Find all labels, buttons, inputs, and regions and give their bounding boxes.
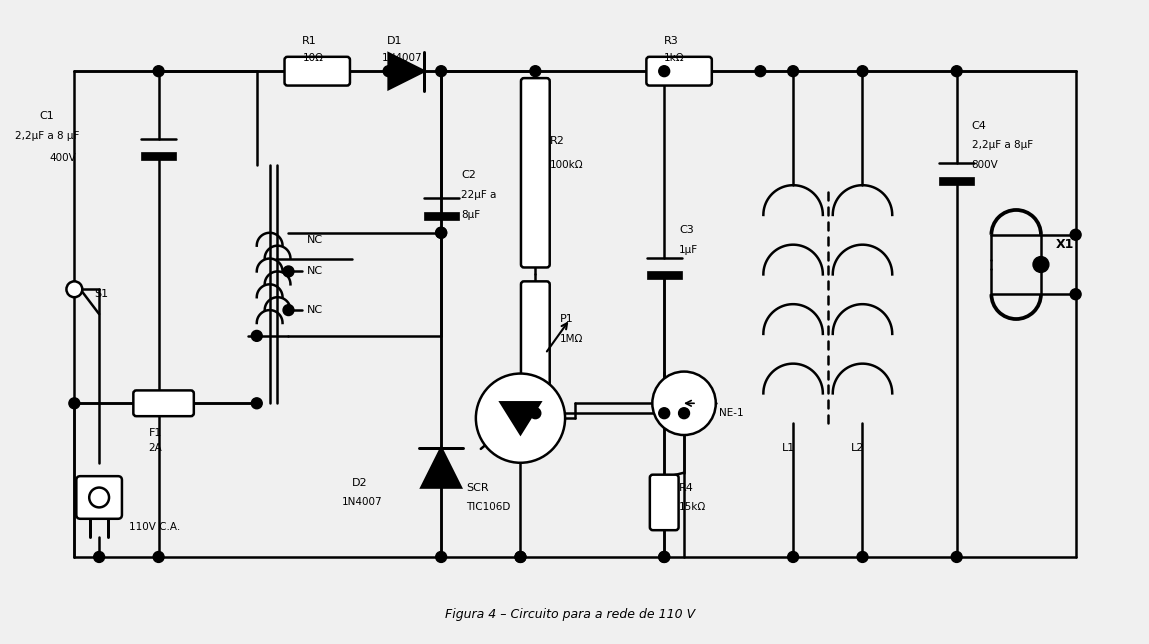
Circle shape — [435, 227, 447, 238]
Text: C2: C2 — [461, 170, 476, 180]
Text: R1: R1 — [302, 37, 317, 46]
Circle shape — [1033, 256, 1049, 272]
Text: C3: C3 — [679, 225, 694, 235]
Circle shape — [69, 398, 79, 409]
FancyBboxPatch shape — [285, 57, 350, 86]
Circle shape — [679, 408, 689, 419]
Text: S1: S1 — [94, 289, 108, 299]
Text: C1: C1 — [40, 111, 54, 121]
Circle shape — [658, 408, 670, 419]
Circle shape — [1070, 229, 1081, 240]
Circle shape — [530, 408, 541, 419]
Circle shape — [435, 551, 447, 562]
Text: 22μF a: 22μF a — [461, 190, 496, 200]
Circle shape — [1070, 289, 1081, 299]
Circle shape — [252, 398, 262, 409]
Text: R4: R4 — [679, 482, 694, 493]
Circle shape — [515, 551, 526, 562]
Text: SCR: SCR — [466, 482, 488, 493]
FancyBboxPatch shape — [520, 78, 549, 267]
Circle shape — [67, 281, 83, 298]
Text: 2,2μF a 8 μF: 2,2μF a 8 μF — [15, 131, 79, 140]
FancyBboxPatch shape — [650, 475, 679, 530]
FancyBboxPatch shape — [520, 281, 549, 406]
Circle shape — [951, 551, 962, 562]
Text: L1: L1 — [781, 443, 795, 453]
Text: NC: NC — [307, 234, 324, 245]
Text: 2,2μF a 8μF: 2,2μF a 8μF — [972, 140, 1033, 151]
FancyBboxPatch shape — [647, 57, 711, 86]
Text: C4: C4 — [972, 120, 987, 131]
Text: D1: D1 — [386, 37, 402, 46]
Text: 15kΩ: 15kΩ — [679, 502, 707, 513]
Text: R2: R2 — [550, 135, 565, 146]
FancyBboxPatch shape — [76, 476, 122, 519]
Text: NE-1: NE-1 — [719, 408, 743, 418]
Text: F1: F1 — [148, 428, 162, 438]
Text: 1N4007: 1N4007 — [342, 497, 383, 507]
Circle shape — [788, 551, 799, 562]
Circle shape — [252, 330, 262, 341]
Circle shape — [476, 374, 565, 463]
Circle shape — [283, 266, 294, 277]
Text: 1MΩ: 1MΩ — [560, 334, 584, 344]
Text: 800V: 800V — [972, 160, 998, 170]
Circle shape — [530, 66, 541, 77]
Circle shape — [283, 305, 294, 316]
Circle shape — [857, 66, 867, 77]
Circle shape — [94, 551, 105, 562]
Text: 1N4007: 1N4007 — [381, 53, 423, 63]
Circle shape — [383, 66, 394, 77]
Polygon shape — [388, 53, 424, 89]
Circle shape — [951, 66, 962, 77]
Text: NC: NC — [307, 267, 324, 276]
Text: P1: P1 — [560, 314, 573, 324]
Text: 1kΩ: 1kΩ — [664, 53, 685, 63]
Polygon shape — [501, 402, 540, 434]
Text: 10Ω: 10Ω — [302, 53, 323, 63]
Circle shape — [653, 372, 716, 435]
Text: 400V: 400V — [49, 153, 76, 164]
Circle shape — [857, 551, 867, 562]
FancyBboxPatch shape — [647, 271, 681, 279]
Text: 110V C.A.: 110V C.A. — [129, 522, 180, 532]
Text: TIC106D: TIC106D — [466, 502, 510, 513]
FancyBboxPatch shape — [940, 177, 974, 185]
Polygon shape — [422, 448, 461, 488]
Circle shape — [90, 488, 109, 507]
Text: 1μF: 1μF — [679, 245, 699, 254]
Text: 2A: 2A — [148, 443, 162, 453]
FancyBboxPatch shape — [424, 212, 458, 220]
Text: 100kΩ: 100kΩ — [550, 160, 584, 170]
Text: D2: D2 — [352, 478, 368, 488]
Circle shape — [658, 551, 670, 562]
Circle shape — [153, 66, 164, 77]
Circle shape — [658, 66, 670, 77]
Text: R3: R3 — [664, 37, 679, 46]
Circle shape — [153, 551, 164, 562]
Circle shape — [755, 66, 766, 77]
Text: L2: L2 — [851, 443, 864, 453]
Text: 8μF: 8μF — [461, 210, 480, 220]
Circle shape — [515, 551, 526, 562]
Text: X1: X1 — [1056, 238, 1074, 251]
FancyBboxPatch shape — [133, 390, 194, 416]
Text: Figura 4 – Circuito para a rede de 110 V: Figura 4 – Circuito para a rede de 110 V — [445, 609, 695, 621]
Circle shape — [435, 66, 447, 77]
Circle shape — [658, 551, 670, 562]
Text: NC: NC — [307, 305, 324, 315]
FancyBboxPatch shape — [141, 153, 176, 160]
Circle shape — [788, 66, 799, 77]
Circle shape — [435, 227, 447, 238]
